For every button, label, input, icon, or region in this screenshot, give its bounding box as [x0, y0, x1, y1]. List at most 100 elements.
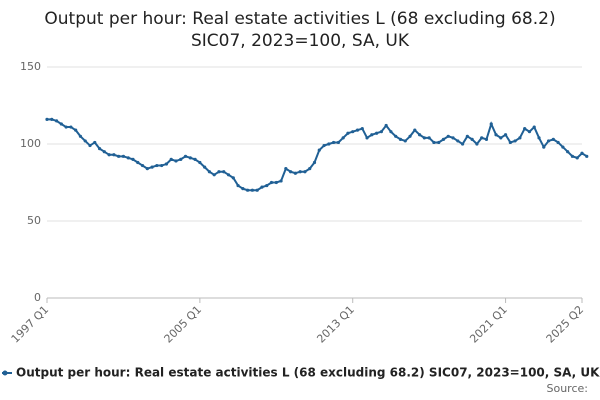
y-tick-label: 0: [34, 291, 41, 304]
x-tick-label: 2005 Q1: [162, 303, 205, 346]
data-point: [284, 167, 288, 171]
data-point: [54, 119, 59, 123]
data-point: [527, 130, 532, 134]
data-point: [408, 134, 412, 138]
data-point: [360, 127, 364, 131]
data-point: [241, 187, 245, 191]
data-point: [570, 154, 575, 158]
data-point: [556, 140, 560, 145]
data-point: [322, 143, 326, 148]
data-point: [117, 154, 121, 158]
data-point: [489, 122, 493, 126]
data-point: [370, 133, 374, 137]
data-point: [389, 130, 393, 134]
data-point: [269, 180, 274, 185]
data-point: [250, 188, 255, 192]
data-point: [508, 140, 512, 145]
data-point: [198, 160, 202, 165]
chart-title: Output per hour: Real estate activities …: [44, 9, 556, 51]
data-point: [374, 131, 379, 135]
data-point: [585, 154, 589, 158]
data-point: [379, 130, 383, 134]
data-point: [513, 139, 517, 143]
data-point: [289, 170, 293, 174]
data-point: [422, 136, 426, 140]
data-point: [456, 139, 460, 143]
data-point: [78, 134, 83, 138]
data-point: [140, 163, 145, 168]
x-tick-label: 2013 Q1: [314, 303, 357, 346]
data-point: [413, 128, 417, 132]
data-point: [255, 188, 259, 192]
data-point: [174, 159, 178, 163]
data-point: [260, 185, 264, 189]
legend-label: Output per hour: Real estate activities …: [16, 366, 600, 380]
data-point: [494, 133, 498, 137]
data-point: [226, 173, 231, 177]
data-point: [365, 136, 369, 140]
data-point: [351, 130, 355, 134]
data-point: [532, 125, 536, 129]
data-point: [355, 128, 360, 132]
data-point: [131, 157, 135, 161]
y-tick-label: 150: [20, 60, 41, 73]
data-point: [212, 173, 216, 177]
data-point: [217, 170, 221, 174]
data-point: [102, 150, 106, 154]
data-point: [150, 165, 154, 169]
source-label: Source:: [547, 382, 589, 395]
data-point: [222, 170, 226, 174]
data-point: [384, 123, 388, 128]
data-point: [499, 136, 503, 140]
data-point: [93, 140, 97, 145]
data-point: [398, 137, 403, 141]
data-point: [475, 142, 479, 146]
data-point: [155, 163, 159, 168]
data-point: [236, 183, 240, 188]
data-point: [451, 136, 455, 140]
data-point: [121, 154, 126, 158]
data-point: [293, 171, 297, 175]
data-point: [83, 139, 87, 143]
data-point: [394, 134, 398, 138]
data-point: [193, 157, 197, 161]
data-point: [50, 117, 54, 121]
data-point: [308, 167, 312, 171]
data-point: [107, 153, 111, 157]
data-point: [580, 151, 584, 155]
data-point: [427, 136, 431, 140]
data-point: [317, 148, 321, 152]
data-point: [164, 162, 169, 166]
data-point: [303, 170, 307, 174]
data-point: [97, 147, 102, 151]
data-line: [47, 118, 588, 192]
data-point: [207, 170, 212, 174]
data-point: [546, 139, 551, 143]
data-point: [69, 125, 73, 129]
data-point: [179, 157, 183, 161]
data-point: [480, 136, 484, 140]
data-point: [551, 137, 555, 141]
data-point: [441, 137, 446, 141]
data-point: [446, 134, 450, 138]
data-point: [112, 153, 116, 157]
data-point: [298, 170, 302, 174]
data-point: [561, 145, 565, 149]
data-point: [327, 142, 331, 146]
data-point: [575, 156, 579, 160]
data-point: [183, 154, 188, 158]
data-point: [470, 137, 474, 141]
data-point: [231, 176, 235, 180]
data-point: [246, 188, 250, 192]
data-point: [341, 136, 345, 140]
data-point: [523, 127, 527, 131]
data-point: [417, 133, 422, 137]
data-point: [45, 117, 49, 121]
data-point: [518, 136, 522, 140]
x-tick-label: 2025 Q2: [544, 303, 587, 346]
data-point: [437, 140, 441, 145]
legend-marker: [2, 370, 8, 376]
data-point: [432, 140, 436, 145]
